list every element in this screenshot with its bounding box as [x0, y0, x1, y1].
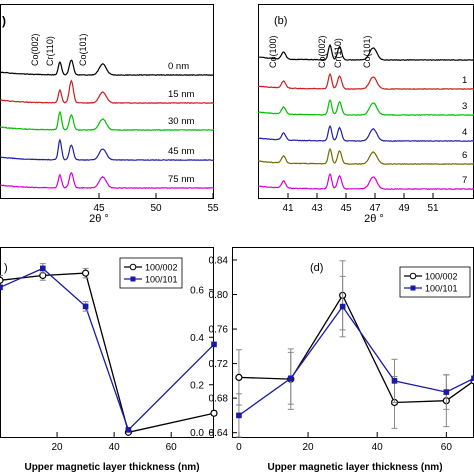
series-line-75 nm — [0, 171, 215, 190]
series-label: 7 — [462, 175, 467, 186]
series-label: 3 — [462, 101, 467, 112]
data-point — [0, 276, 4, 284]
panel-b-xlabel: 2θ ° — [364, 213, 384, 225]
series-line-30 nm — [0, 110, 215, 132]
x-tick-label: 20 — [52, 442, 64, 453]
y-tick-label: 0.6 — [190, 285, 204, 296]
data-point — [82, 303, 89, 310]
x-tick-label: 55 — [207, 203, 219, 214]
x-tick-label: 50 — [150, 203, 162, 214]
y-tick-label: 0.80 — [209, 290, 229, 301]
x-tick-label: 60 — [441, 442, 453, 453]
data-point — [471, 375, 474, 382]
series-line-1 — [257, 72, 474, 91]
legend-marker — [129, 263, 137, 271]
peak-label: Co(100) — [268, 35, 278, 68]
data-point — [0, 284, 3, 291]
peak-label: Co(002) — [317, 35, 327, 68]
data-point — [210, 409, 218, 417]
x-tick-label: 45 — [93, 203, 105, 214]
series-line-100/002 — [0, 272, 215, 434]
legend-label: 100/002 — [425, 272, 458, 282]
series-line-6 — [257, 147, 474, 165]
series-label: 4 — [462, 127, 467, 138]
series-line-4 — [258, 124, 474, 142]
panel-d-xlabel: Upper magnetic layer thickness (nm) — [267, 462, 442, 473]
data-point — [40, 265, 46, 272]
panel-a-label: ) — [2, 14, 6, 28]
x-tick-label: 51 — [427, 203, 439, 214]
panel-d-label: (d) — [310, 262, 323, 274]
x-tick-label: 60 — [166, 442, 178, 453]
legend-marker — [130, 276, 136, 282]
x-tick-label: 45 — [340, 203, 352, 214]
legend-marker — [410, 285, 416, 291]
series-label: 45 nm — [168, 146, 194, 157]
y-tick-label: 0.2 — [190, 380, 204, 391]
peak-label: Co(002) — [30, 33, 40, 66]
peak-label: Cr(110) — [333, 38, 343, 68]
y-tick-label: 0.72 — [209, 359, 229, 370]
x-tick-label: 47 — [369, 203, 381, 214]
series-line-0 nm — [0, 59, 214, 77]
series-label: 15 nm — [168, 89, 194, 100]
legend-box — [399, 266, 471, 298]
series-line-100/101 — [238, 305, 474, 416]
series-line-7 — [257, 172, 474, 191]
plot-frame-0 — [0, 4, 214, 199]
series-line-baseline — [257, 43, 474, 62]
legend-label: 100/002 — [145, 263, 178, 273]
data-point — [391, 378, 398, 384]
series-line-100/101 — [0, 267, 215, 432]
y-tick-label: 0.84 — [209, 255, 229, 266]
series-label: 1 — [462, 75, 467, 86]
x-tick-label: 0 — [236, 442, 242, 453]
y-tick-label: 0.68 — [209, 394, 229, 405]
data-point — [125, 427, 132, 433]
data-point — [287, 375, 294, 382]
x-tick-label: 40 — [372, 442, 384, 453]
x-tick-label: 40 — [109, 442, 121, 453]
peak-label: Co(101) — [78, 33, 88, 66]
series-label: 0 nm — [168, 61, 189, 72]
x-tick-label: 41 — [282, 203, 294, 214]
panel-a-xlabel: 2θ ° — [89, 213, 109, 225]
series-line-45 nm — [0, 138, 215, 162]
y-tick-label: 0.4 — [190, 333, 204, 344]
legend-label: 100/101 — [145, 275, 178, 285]
y-tick-label: 0.64 — [209, 428, 229, 439]
series-label: 30 nm — [168, 116, 194, 127]
series-line-3 — [257, 98, 474, 117]
series-label: 75 nm — [168, 174, 194, 185]
peak-label: Cr(110) — [45, 36, 55, 66]
panel-c-xlabel: Upper magnetic layer thickness (nm) — [24, 462, 199, 473]
data-point — [236, 412, 242, 419]
panel-b-label: (b) — [274, 15, 287, 27]
legend-box — [119, 257, 183, 289]
data-point — [339, 303, 346, 310]
y-tick-label: 0.76 — [209, 325, 229, 336]
x-tick-label: 49 — [398, 203, 410, 214]
data-point — [235, 373, 243, 382]
peak-label: Co(101) — [362, 35, 372, 68]
panel-c-label: ) — [4, 262, 8, 274]
series-line-15 nm — [0, 79, 215, 105]
data-point — [443, 389, 450, 395]
y-tick-label: 0.0 — [190, 428, 204, 439]
x-tick-label: 20 — [302, 442, 314, 453]
legend-label: 100/101 — [425, 284, 458, 294]
data-point — [81, 269, 90, 277]
x-tick-label: 43 — [311, 203, 323, 214]
series-line-100/002 — [238, 294, 474, 404]
plot-frame-1 — [258, 4, 474, 199]
series-label: 6 — [462, 150, 467, 161]
data-point — [211, 341, 217, 348]
legend-marker — [409, 272, 417, 280]
